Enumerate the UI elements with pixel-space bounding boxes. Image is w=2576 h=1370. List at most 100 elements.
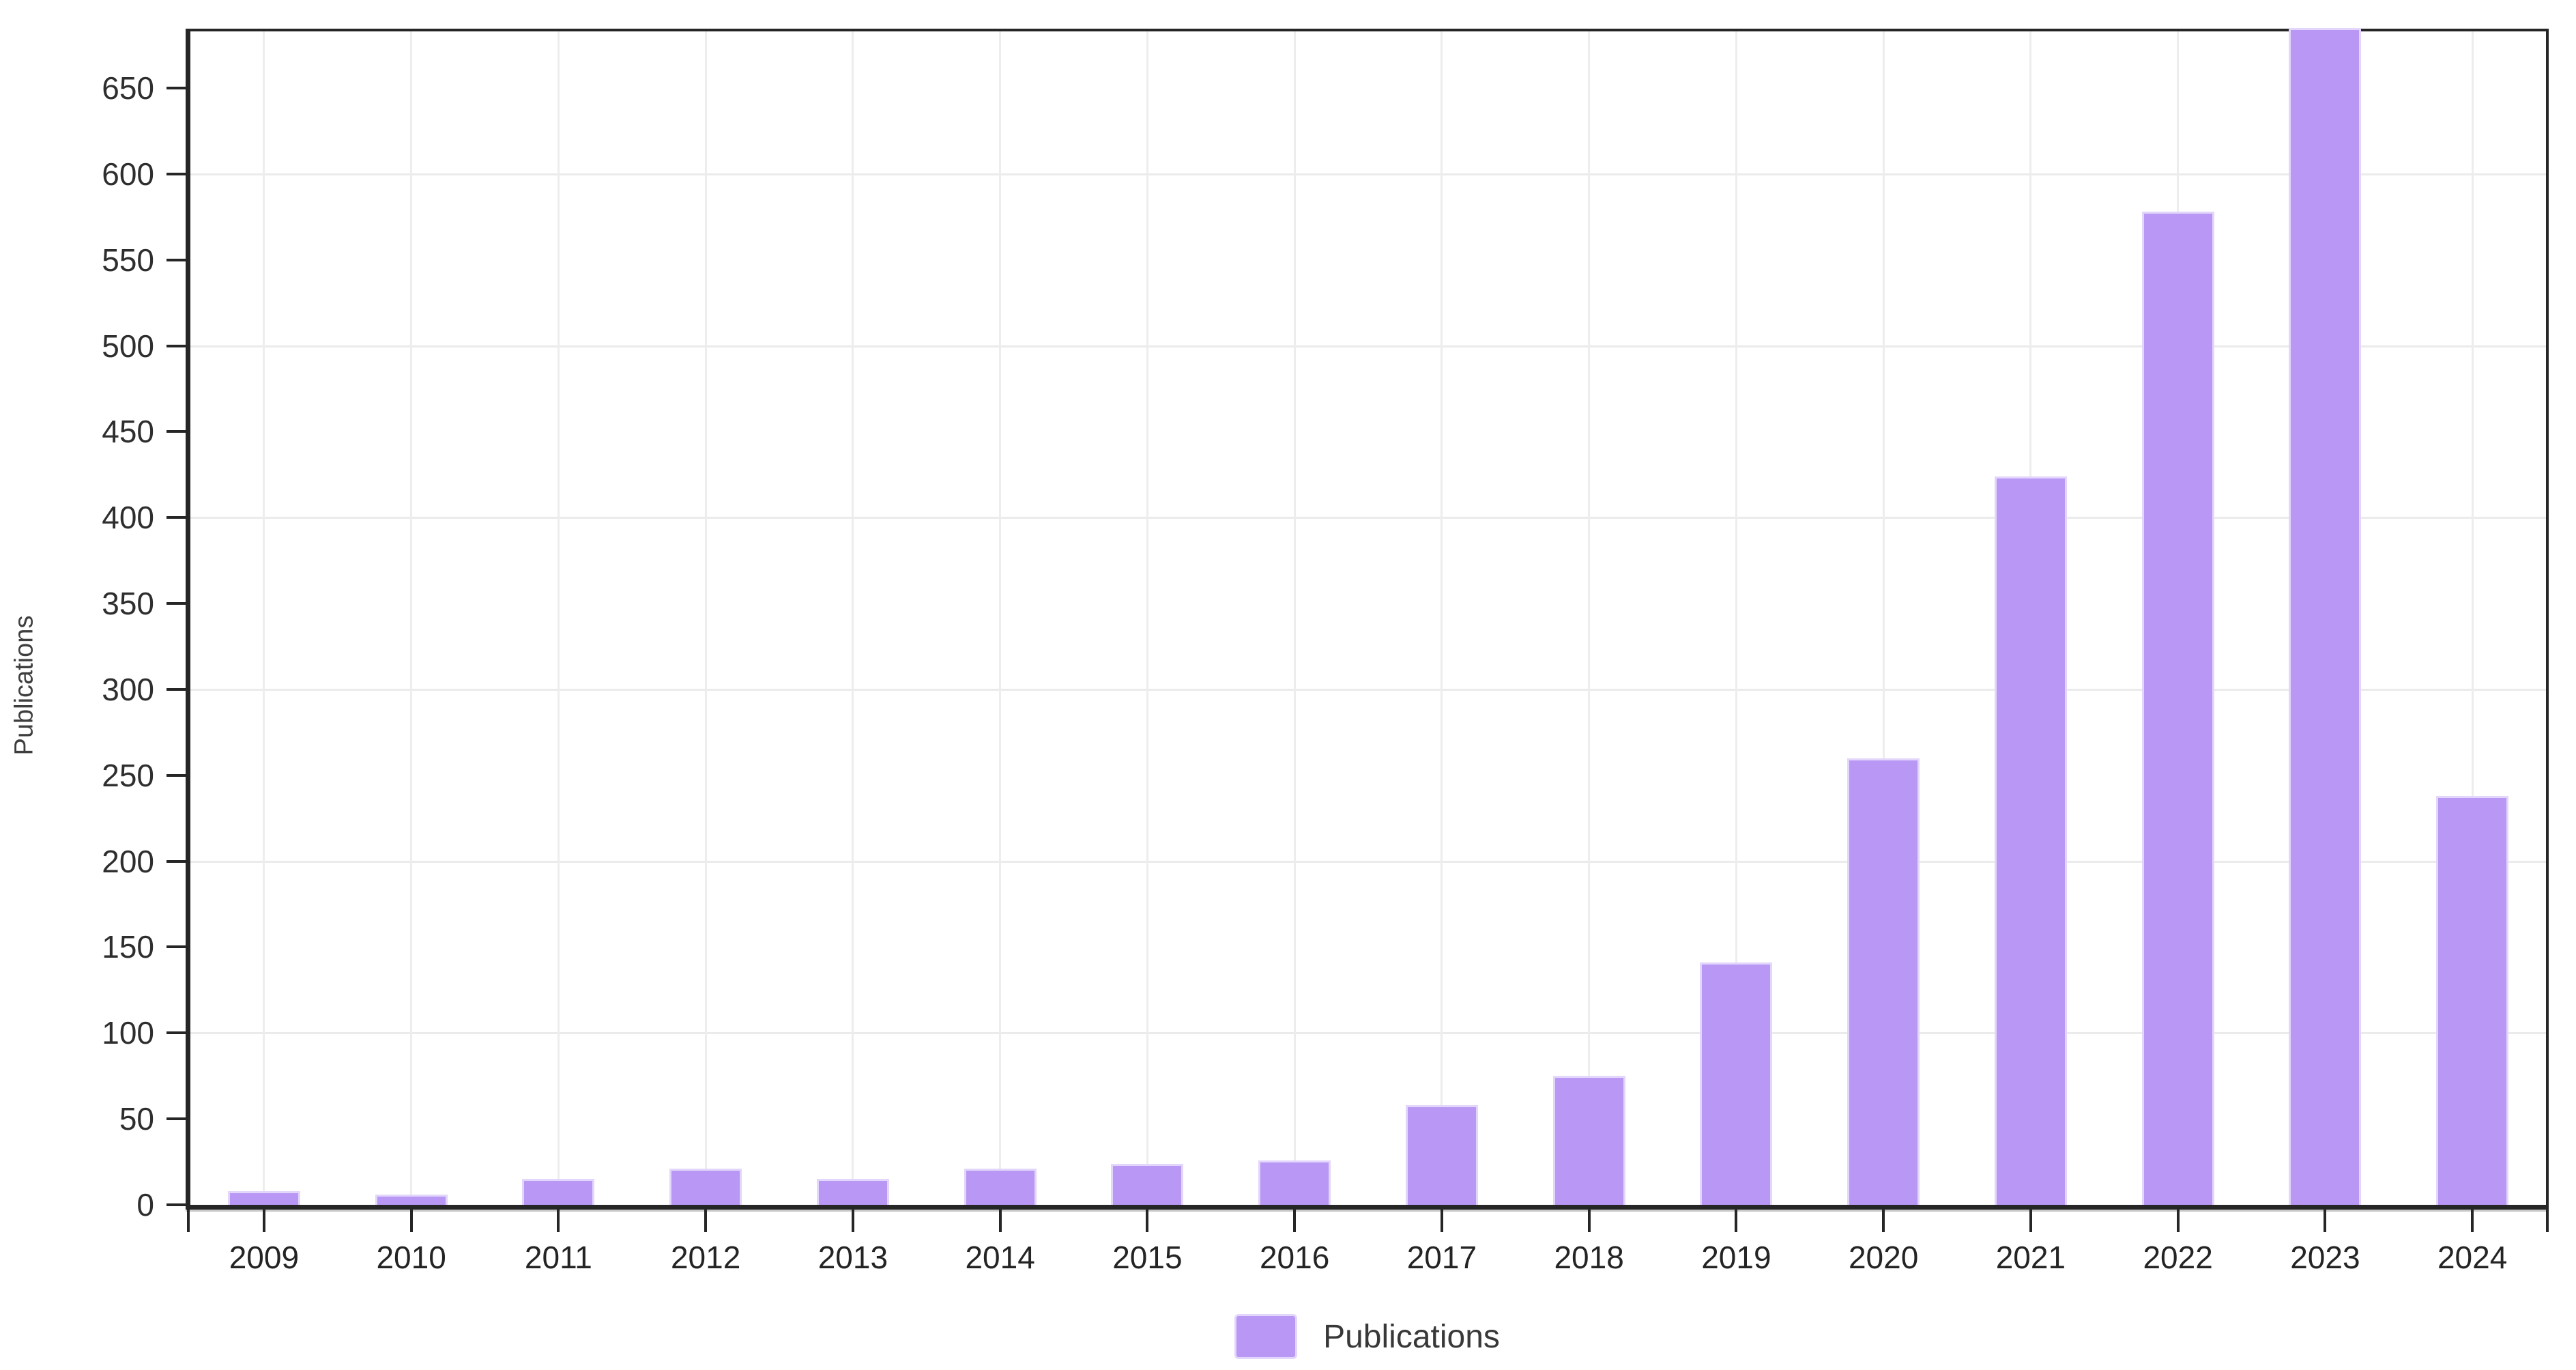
gridline-vertical: [2471, 31, 2474, 1205]
x-tick-label: 2016: [1259, 1240, 1330, 1275]
x-tick: [2324, 1205, 2327, 1232]
x-tick: [998, 1205, 1002, 1232]
x-tick-label: 2011: [524, 1240, 592, 1275]
y-tick-label: 150: [102, 929, 154, 965]
y-tick: [167, 687, 186, 691]
y-tick: [167, 258, 186, 261]
bar-2015: [1111, 1164, 1184, 1205]
legend-item-publications[interactable]: Publications: [1234, 1314, 1500, 1359]
x-tick: [704, 1205, 708, 1232]
bar-2024: [2436, 796, 2509, 1205]
bar-2023: [2289, 28, 2362, 1205]
y-tick-label: 50: [119, 1101, 154, 1137]
y-tick-label: 350: [102, 586, 154, 622]
gridline-vertical: [410, 31, 413, 1205]
y-tick: [167, 602, 186, 605]
bar-2018: [1552, 1076, 1625, 1205]
gridline-horizontal: [190, 688, 2546, 691]
x-tick: [1882, 1205, 1885, 1232]
y-tick-label: 300: [102, 671, 154, 707]
y-tick-label: 550: [102, 242, 154, 278]
x-tick-label: 2019: [1701, 1240, 1771, 1275]
y-tick-label: 500: [102, 328, 154, 364]
gridline-horizontal: [190, 1032, 2546, 1035]
gridline-vertical: [1882, 31, 1885, 1205]
y-tick: [167, 172, 186, 175]
legend-swatch: [1234, 1314, 1298, 1359]
gridline-horizontal: [190, 860, 2546, 863]
x-tick: [557, 1205, 560, 1232]
x-tick-label: 2009: [229, 1240, 300, 1275]
bar-2022: [2141, 212, 2214, 1205]
y-tick: [167, 945, 186, 949]
gridline-vertical: [999, 31, 1002, 1205]
x-tick-label: 2018: [1554, 1240, 1624, 1275]
x-tick-label: 2022: [2143, 1240, 2213, 1275]
y-tick-label: 200: [102, 843, 154, 879]
x-tick-label: 2017: [1406, 1240, 1477, 1275]
x-tick-label: 2014: [965, 1240, 1035, 1275]
legend-label: Publications: [1323, 1318, 1500, 1355]
bar-2020: [1847, 758, 1920, 1205]
axis-corner-tick: [2546, 1205, 2549, 1232]
y-tick: [167, 344, 186, 347]
x-tick-label: 2015: [1112, 1240, 1183, 1275]
bar-2016: [1258, 1160, 1331, 1205]
gridline-vertical: [1293, 31, 1296, 1205]
gridline-vertical: [852, 31, 854, 1205]
y-tick-label: 600: [102, 156, 154, 192]
gridline-vertical: [1441, 31, 1443, 1205]
x-tick: [262, 1205, 265, 1232]
gridline-vertical: [557, 31, 560, 1205]
y-tick: [167, 1031, 186, 1035]
y-tick-label: 250: [102, 757, 154, 793]
gridline-vertical: [1146, 31, 1148, 1205]
x-tick: [1440, 1205, 1443, 1232]
gridline-vertical: [263, 31, 265, 1205]
x-tick-label: 2010: [376, 1240, 446, 1275]
y-tick: [167, 87, 186, 90]
x-tick: [1293, 1205, 1297, 1232]
x-tick: [2176, 1205, 2180, 1232]
x-tick-label: 2024: [2437, 1240, 2508, 1275]
x-tick: [851, 1205, 854, 1232]
y-tick-label: 400: [102, 500, 154, 536]
gridline-vertical: [1735, 31, 1737, 1205]
gridline-vertical: [704, 31, 707, 1205]
x-tick: [1587, 1205, 1591, 1232]
x-tick-label: 2023: [2290, 1240, 2360, 1275]
bar-2019: [1700, 962, 1773, 1205]
x-tick: [1735, 1205, 1738, 1232]
y-tick-label: 0: [136, 1187, 154, 1223]
bar-2021: [1994, 476, 2067, 1205]
x-tick-label: 2013: [817, 1240, 888, 1275]
legend: Publications: [186, 1309, 2549, 1364]
x-tick: [409, 1205, 413, 1232]
y-tick: [167, 1203, 186, 1206]
y-tick: [167, 430, 186, 433]
bar-2009: [227, 1191, 300, 1205]
gridline-horizontal: [190, 517, 2546, 519]
bar-2012: [669, 1169, 742, 1205]
bar-2017: [1405, 1105, 1478, 1205]
x-tick-label: 2020: [1848, 1240, 1919, 1275]
y-tick: [167, 1117, 186, 1121]
gridline-horizontal: [190, 173, 2546, 175]
bar-2013: [816, 1179, 889, 1205]
y-tick: [167, 516, 186, 519]
bar-2011: [522, 1179, 595, 1205]
x-tick-label: 2012: [670, 1240, 741, 1275]
y-tick-label: 100: [102, 1015, 154, 1051]
x-tick-label: 2021: [1995, 1240, 2066, 1275]
gridline-horizontal: [190, 345, 2546, 347]
x-tick: [1146, 1205, 1149, 1232]
y-tick-label: 450: [102, 414, 154, 450]
x-tick: [2471, 1205, 2474, 1232]
y-tick: [167, 859, 186, 863]
y-tick-label: 650: [102, 70, 154, 106]
axis-corner-tick: [186, 1205, 190, 1232]
bar-2014: [964, 1169, 1037, 1205]
bar-2010: [375, 1195, 448, 1205]
y-tick: [167, 773, 186, 777]
